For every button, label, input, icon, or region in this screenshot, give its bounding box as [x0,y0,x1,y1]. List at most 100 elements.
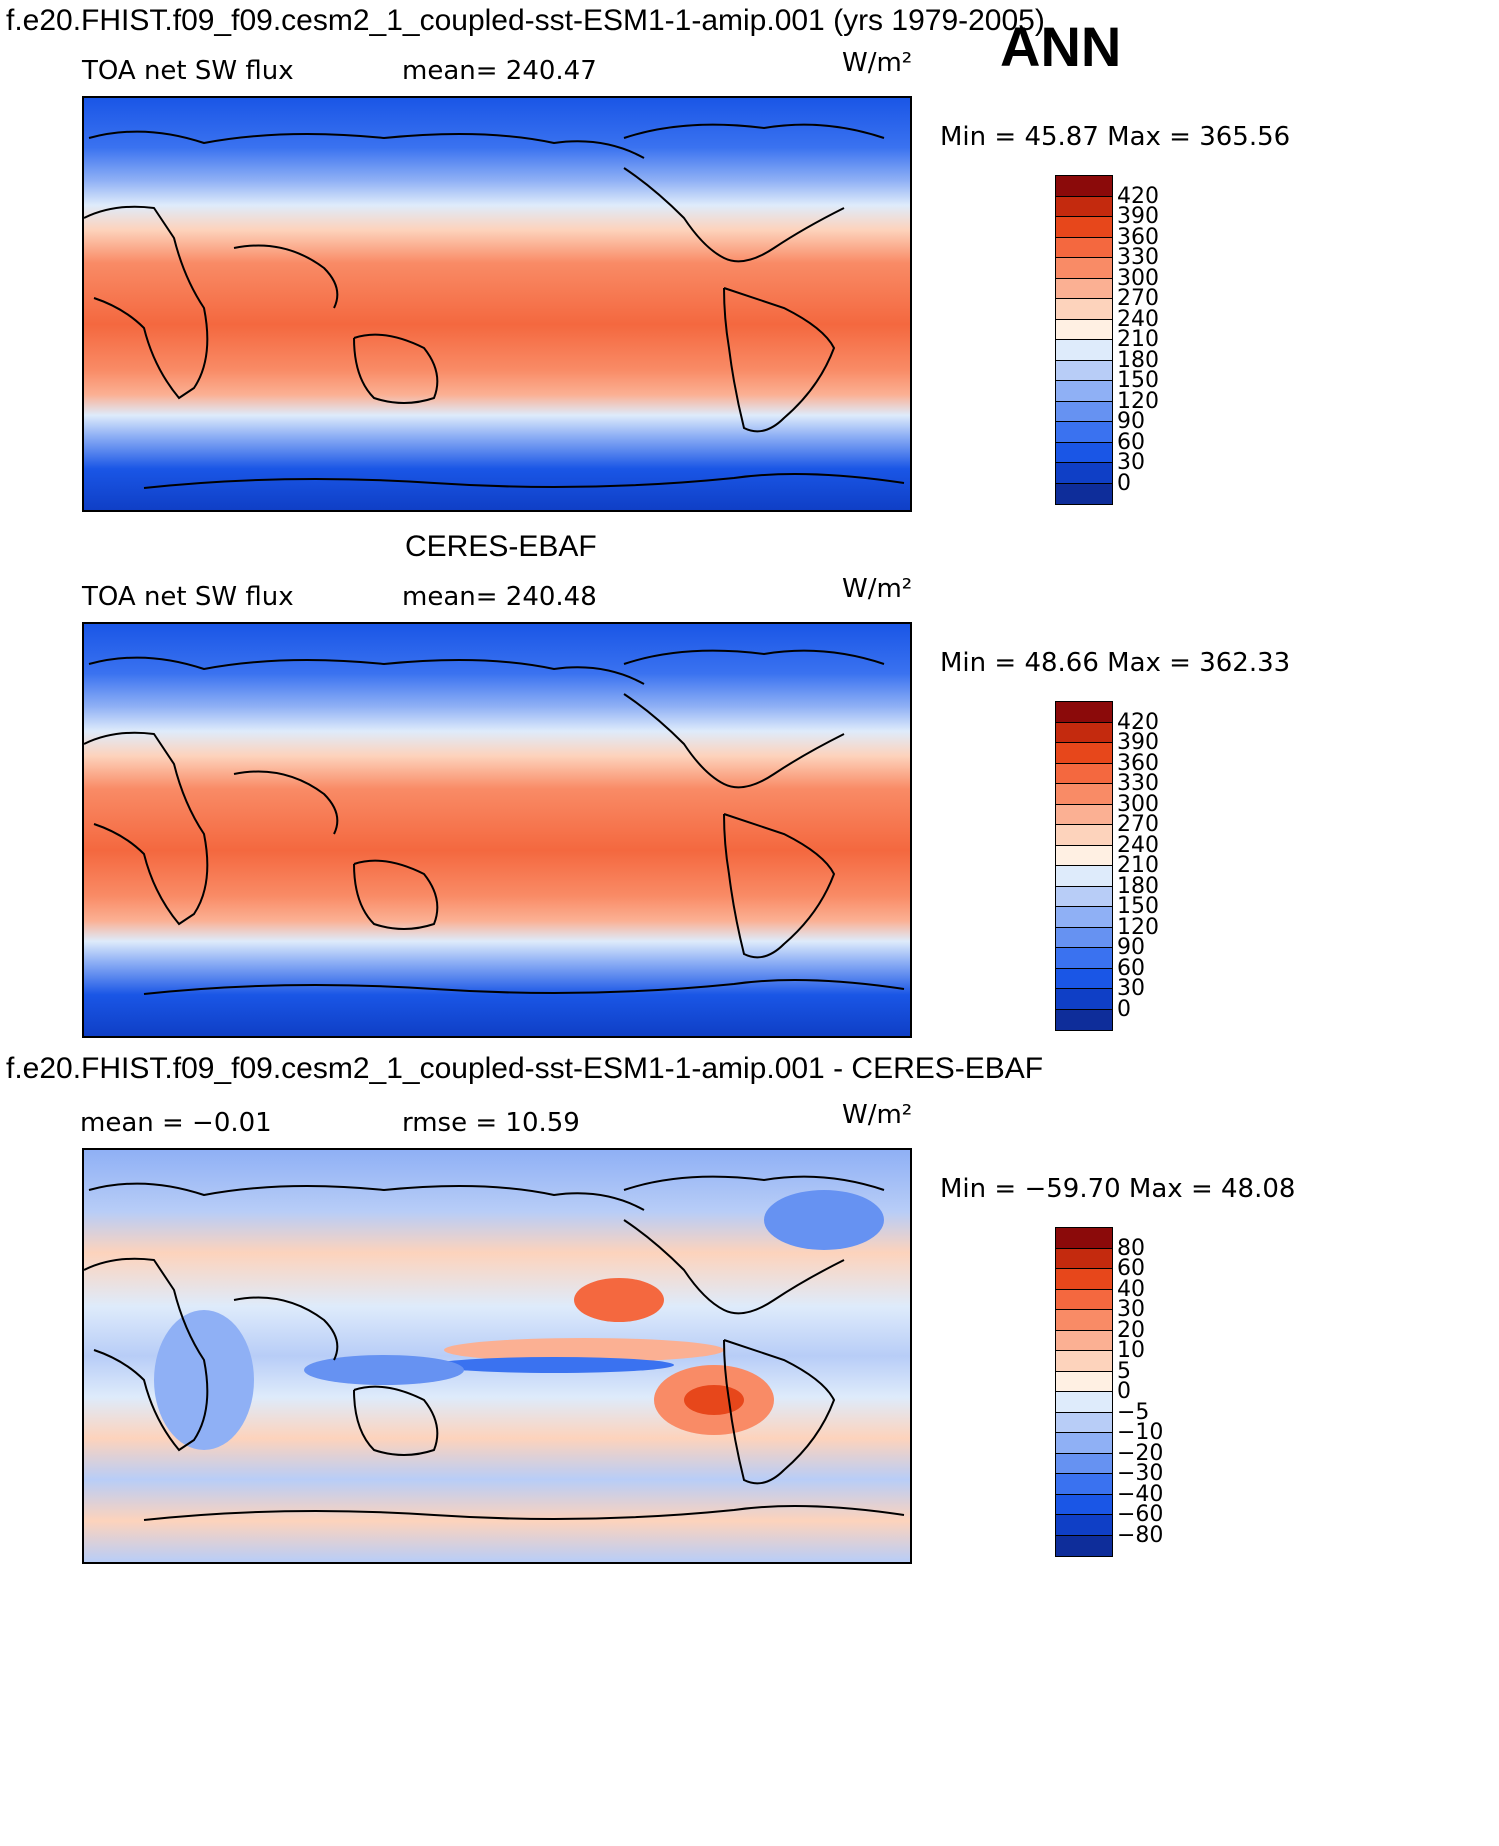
colorbar-tick-label: 80 [1117,1235,1145,1261]
colorbar-box [1056,907,1112,928]
colorbar-tick-label: −10 [1117,1420,1164,1445]
colorbar-box [1056,340,1112,361]
colorbar-box [1056,319,1112,340]
colorbar-box [1056,299,1112,320]
colorbar-box [1056,989,1112,1010]
colorbar-tick-label: 180 [1117,347,1159,373]
colorbar-tick-label: 210 [1117,853,1159,878]
colorbar-box [1056,176,1112,197]
panel3-mean: mean = −0.01 [80,1108,272,1138]
colorbar-tick-label: 360 [1117,224,1159,250]
colorbar-box [1056,1289,1112,1310]
colorbar-tick-label: 10 [1117,1338,1145,1363]
colorbar-tick-label: 40 [1117,1276,1145,1302]
colorbar-tick-label: 210 [1117,327,1159,352]
colorbar-tick-label: 0 [1117,996,1131,1022]
colorbar-box [1056,886,1112,907]
panel2-mean: mean= 240.48 [402,582,597,612]
colorbar-box [1056,1392,1112,1413]
panel1-title: f.e20.FHIST.f09_f09.cesm2_1_coupled-sst-… [6,4,1045,37]
colorbar-tick-label: 330 [1117,771,1159,796]
colorbar-tick-label: 390 [1117,730,1159,755]
colorbar-box [1056,1474,1112,1495]
colorbar-tick-label: 120 [1117,914,1159,940]
colorbar-tick-label: −20 [1117,1440,1164,1466]
colorbar-box [1056,401,1112,422]
colorbar-tick-label: 90 [1117,409,1145,434]
panel3-colorbar [1055,1227,1113,1557]
colorbar-tick-label: 240 [1117,306,1159,332]
colorbar-box [1056,483,1112,504]
colorbar-box [1056,927,1112,948]
colorbar-tick-label: 20 [1117,1317,1145,1343]
colorbar-box [1056,1453,1112,1474]
colorbar-tick-label: 420 [1117,183,1159,209]
colorbar-box [1056,1248,1112,1269]
colorbar-box [1056,1310,1112,1331]
panel1-min-max: Min = 45.87 Max = 365.56 [940,122,1291,152]
colorbar-tick-label: 330 [1117,245,1159,270]
colorbar-box [1056,1535,1112,1556]
colorbar-box [1056,360,1112,381]
colorbar-tick-label: 240 [1117,832,1159,858]
panel2-units: W/m² [842,574,913,604]
colorbar-box [1056,1412,1112,1433]
colorbar-box [1056,463,1112,484]
colorbar-tick-label: 0 [1117,1379,1131,1404]
colorbar-tick-label: 30 [1117,450,1145,475]
colorbar-box [1056,1228,1112,1249]
colorbar-tick-label: 150 [1117,894,1159,919]
colorbar-tick-label: −80 [1117,1522,1164,1548]
panel3-min-max: Min = −59.70 Max = 48.08 [940,1174,1296,1204]
colorbar-box [1056,1433,1112,1454]
colorbar-box [1056,217,1112,238]
colorbar-tick-label: 180 [1117,873,1159,899]
colorbar-box [1056,763,1112,784]
colorbar-box [1056,1351,1112,1372]
panel3-title: f.e20.FHIST.f09_f09.cesm2_1_coupled-sst-… [6,1052,1044,1085]
colorbar-tick-label: −60 [1117,1502,1164,1527]
colorbar-tick-label: 390 [1117,204,1159,229]
colorbar-tick-label: 120 [1117,388,1159,414]
colorbar-box [1056,196,1112,217]
colorbar-tick-label: −30 [1117,1461,1164,1486]
colorbar-box [1056,278,1112,299]
season-label: ANN [1000,15,1122,78]
colorbar-box [1056,422,1112,443]
colorbar-box [1056,1009,1112,1030]
colorbar-tick-label: 5 [1117,1358,1131,1384]
colorbar-tick-label: 270 [1117,812,1159,837]
colorbar-tick-label: 90 [1117,935,1145,960]
colorbar-box [1056,1330,1112,1351]
panel1-map-svg [84,98,910,510]
panel3-units: W/m² [842,1100,913,1130]
colorbar-tick-label: 360 [1117,750,1159,776]
panel1-variable: TOA net SW flux [82,56,294,86]
colorbar-tick-label: 60 [1117,955,1145,981]
colorbar-tick-label: −40 [1117,1481,1164,1507]
panel3-rmse: rmse = 10.59 [402,1108,580,1138]
colorbar-tick-label: 0 [1117,470,1131,496]
panel3-map-svg [84,1150,910,1562]
panel2-map [82,622,912,1038]
colorbar-box [1056,1494,1112,1515]
panel2-title: CERES-EBAF [405,530,597,563]
panel2-min-max: Min = 48.66 Max = 362.33 [940,648,1291,678]
colorbar-tick-label: 60 [1117,429,1145,455]
panel1-mean: mean= 240.47 [402,56,597,86]
colorbar-box [1056,743,1112,764]
colorbar-tick-label: 150 [1117,368,1159,393]
colorbar-box [1056,784,1112,805]
panel2-colorbar [1055,701,1113,1031]
colorbar-tick-label: −5 [1117,1399,1150,1425]
colorbar-tick-label: 30 [1117,976,1145,1001]
panel1-map [82,96,912,512]
colorbar-tick-label: 300 [1117,265,1159,291]
colorbar-box [1056,237,1112,258]
colorbar-box [1056,702,1112,723]
colorbar-box [1056,1371,1112,1392]
panel1-colorbar [1055,175,1113,505]
colorbar-box [1056,381,1112,402]
colorbar-box [1056,825,1112,846]
colorbar-tick-label: 420 [1117,709,1159,735]
